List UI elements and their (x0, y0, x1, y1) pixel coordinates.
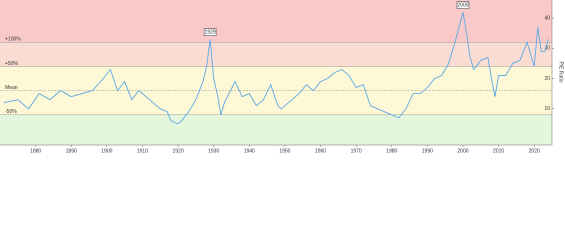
x-tick-label: 1890 (66, 148, 77, 154)
reference-label: +50% (5, 61, 18, 67)
x-tick-label: 1960 (315, 148, 326, 154)
reference-label: -50% (5, 109, 17, 115)
x-tick-label: 1980 (386, 148, 397, 154)
annotation-box (203, 28, 217, 37)
x-tick-label: 1950 (279, 148, 290, 154)
reference-label: +100% (5, 37, 21, 43)
annotation-label: 2000 (457, 2, 468, 8)
x-tick-label: 2020 (529, 148, 540, 154)
x-tick-label: 1880 (30, 148, 41, 154)
chart: P/E Ratio +100% +50% Mean -50% 1880 1890 1900 1… (0, 0, 564, 154)
x-tick-label: 2000 (457, 148, 468, 154)
reference-label: Mean (5, 85, 18, 91)
x-tick-label: 1930 (208, 148, 219, 154)
band (0, 114, 552, 145)
x-tick-label: 2010 (493, 148, 504, 154)
x-tick-label: 1910 (137, 148, 148, 154)
y-tick-label: 20 (544, 76, 550, 82)
y-tick-label: 10 (544, 106, 550, 112)
annotation-box (456, 1, 470, 9)
y-tick-label: 40 (544, 15, 550, 21)
y-tick-label: 30 (544, 46, 550, 52)
y-axis-title: P/E Ratio (558, 61, 564, 82)
x-tick-label: 1940 (244, 148, 255, 154)
x-tick-label: 1990 (422, 148, 433, 154)
data-line (3, 11, 549, 125)
x-tick-label: 1900 (101, 148, 112, 154)
band (0, 42, 552, 67)
x-tick-label: 1920 (173, 148, 184, 154)
x-tick-label: 1970 (351, 148, 362, 154)
annotation-label: 1929 (205, 30, 216, 36)
